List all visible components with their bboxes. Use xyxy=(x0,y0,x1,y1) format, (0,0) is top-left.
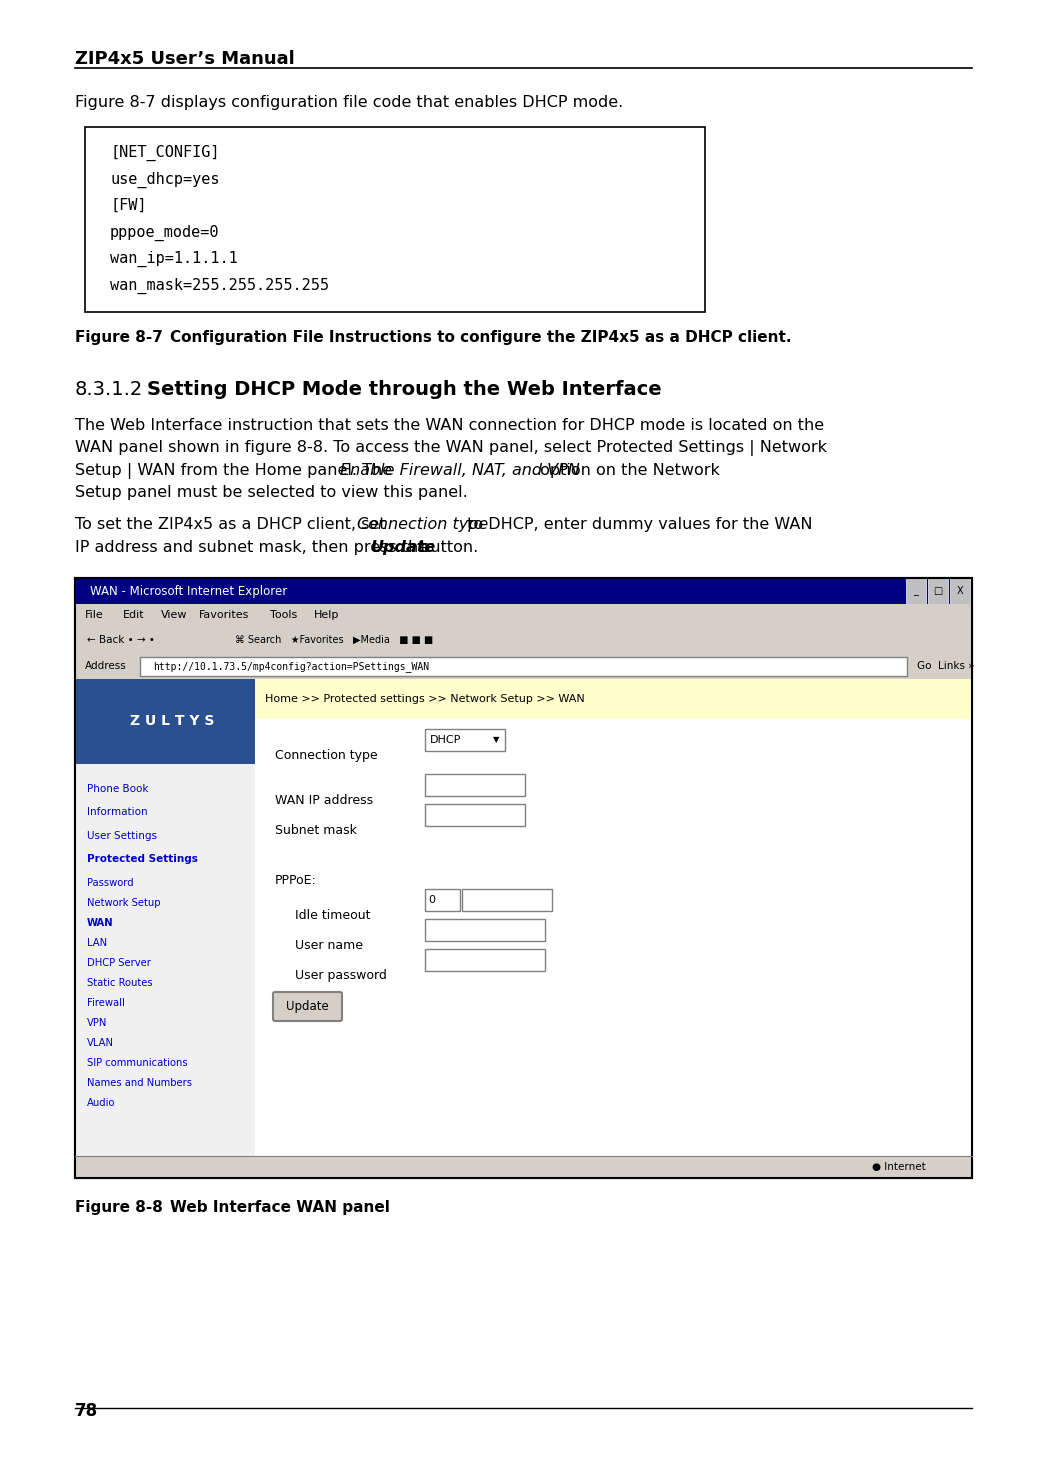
Text: DHCP: DHCP xyxy=(430,735,462,745)
Bar xyxy=(462,889,552,911)
Bar xyxy=(75,679,255,1177)
Text: button.: button. xyxy=(415,539,478,556)
Text: Edit: Edit xyxy=(122,610,144,620)
Text: pppoe_mode=0: pppoe_mode=0 xyxy=(110,225,220,241)
Text: wan_mask=255.255.255.255: wan_mask=255.255.255.255 xyxy=(110,278,329,294)
Bar xyxy=(75,679,255,764)
Text: Figure 8-7 displays configuration file code that enables DHCP mode.: Figure 8-7 displays configuration file c… xyxy=(75,96,623,110)
Text: Favorites: Favorites xyxy=(199,610,249,620)
Text: Subnet mask: Subnet mask xyxy=(275,825,357,836)
Bar xyxy=(75,626,972,654)
Text: Names and Numbers: Names and Numbers xyxy=(87,1078,192,1088)
Text: Setup | WAN from the Home panel. The: Setup | WAN from the Home panel. The xyxy=(75,463,397,479)
Text: Audio: Audio xyxy=(87,1098,115,1108)
Text: Figure 8-8: Figure 8-8 xyxy=(75,1200,163,1216)
Text: VPN: VPN xyxy=(87,1017,108,1028)
Bar xyxy=(75,679,972,1177)
Text: Connection type: Connection type xyxy=(357,517,488,532)
Text: http://10.1.73.5/mp4config?action=PSettings_WAN: http://10.1.73.5/mp4config?action=PSetti… xyxy=(153,662,429,672)
Text: File: File xyxy=(85,610,104,620)
Bar xyxy=(75,1155,972,1177)
Text: Protected Settings: Protected Settings xyxy=(87,854,198,864)
Bar xyxy=(255,679,972,719)
FancyBboxPatch shape xyxy=(273,992,342,1022)
Text: WAN: WAN xyxy=(87,917,114,928)
Text: The Web Interface instruction that sets the WAN connection for DHCP mode is loca: The Web Interface instruction that sets … xyxy=(75,417,824,434)
Bar xyxy=(906,578,926,604)
Text: IP address and subnet mask, then press the: IP address and subnet mask, then press t… xyxy=(75,539,433,556)
Text: VLAN: VLAN xyxy=(87,1038,114,1048)
Text: 78: 78 xyxy=(75,1402,98,1420)
Text: Idle timeout: Idle timeout xyxy=(295,908,371,922)
Text: [FW]: [FW] xyxy=(110,198,147,213)
Text: Setup panel must be selected to view this panel.: Setup panel must be selected to view thi… xyxy=(75,485,468,500)
Text: Update: Update xyxy=(286,1000,329,1013)
Text: ← Back • → •: ← Back • → • xyxy=(87,635,155,645)
Bar xyxy=(425,889,460,911)
Text: ● Internet: ● Internet xyxy=(872,1161,926,1172)
Bar xyxy=(950,578,970,604)
Text: Firewall: Firewall xyxy=(87,998,125,1008)
Text: WAN IP address: WAN IP address xyxy=(275,794,373,807)
Text: Phone Book: Phone Book xyxy=(87,784,149,794)
Text: □: □ xyxy=(933,587,942,595)
Bar xyxy=(928,578,948,604)
Text: [NET_CONFIG]: [NET_CONFIG] xyxy=(110,146,220,162)
Bar xyxy=(75,578,972,1177)
Bar xyxy=(85,126,705,312)
Text: Password: Password xyxy=(87,878,134,888)
Text: SIP communications: SIP communications xyxy=(87,1058,187,1067)
Text: wan_ip=1.1.1.1: wan_ip=1.1.1.1 xyxy=(110,251,238,268)
Text: use_dhcp=yes: use_dhcp=yes xyxy=(110,172,220,188)
Text: Enable Firewall, NAT, and VPN: Enable Firewall, NAT, and VPN xyxy=(340,463,580,478)
Text: _: _ xyxy=(914,587,918,595)
Text: Information: Information xyxy=(87,807,148,817)
Text: X: X xyxy=(957,587,963,595)
Text: Setting DHCP Mode through the Web Interface: Setting DHCP Mode through the Web Interf… xyxy=(147,381,662,398)
Text: Network Setup: Network Setup xyxy=(87,898,160,908)
Text: Connection type: Connection type xyxy=(275,750,378,761)
Bar xyxy=(425,919,545,941)
Text: User password: User password xyxy=(295,969,387,982)
Bar xyxy=(75,604,972,626)
Bar xyxy=(75,578,972,604)
Text: Update: Update xyxy=(371,539,437,556)
Text: WAN panel shown in figure 8-8. To access the WAN panel, select Protected Setting: WAN panel shown in figure 8-8. To access… xyxy=(75,441,827,457)
Text: 8.3.1.2: 8.3.1.2 xyxy=(75,381,143,398)
Text: LAN: LAN xyxy=(87,938,107,948)
Text: Figure 8-7: Figure 8-7 xyxy=(75,329,163,345)
Text: Go  Links »: Go Links » xyxy=(917,662,975,672)
Bar xyxy=(425,804,525,826)
Text: View: View xyxy=(161,610,187,620)
Text: PPPoE:: PPPoE: xyxy=(275,875,317,886)
Bar xyxy=(140,657,907,676)
Text: ⌘ Search   ★Favorites   ▶Media   ■ ■ ■: ⌘ Search ★Favorites ▶Media ■ ■ ■ xyxy=(235,635,433,645)
Text: User name: User name xyxy=(295,939,363,953)
Text: ▼: ▼ xyxy=(493,735,499,744)
Text: Help: Help xyxy=(314,610,339,620)
Bar xyxy=(425,729,505,751)
Text: option on the Network: option on the Network xyxy=(535,463,720,478)
Text: Static Routes: Static Routes xyxy=(87,978,153,988)
Text: ZIP4x5 User’s Manual: ZIP4x5 User’s Manual xyxy=(75,50,295,68)
Bar xyxy=(425,950,545,972)
Text: Configuration File Instructions to configure the ZIP4x5 as a DHCP client.: Configuration File Instructions to confi… xyxy=(170,329,792,345)
Text: to DHCP, enter dummy values for the WAN: to DHCP, enter dummy values for the WAN xyxy=(462,517,812,532)
Text: To set the ZIP4x5 as a DHCP client, set: To set the ZIP4x5 as a DHCP client, set xyxy=(75,517,391,532)
Bar xyxy=(425,775,525,795)
Text: Web Interface WAN panel: Web Interface WAN panel xyxy=(170,1200,389,1216)
Text: Address: Address xyxy=(85,662,127,672)
Text: Tools: Tools xyxy=(269,610,296,620)
Bar xyxy=(75,654,972,679)
Text: DHCP Server: DHCP Server xyxy=(87,958,151,967)
Text: User Settings: User Settings xyxy=(87,831,157,841)
Text: Home >> Protected settings >> Network Setup >> WAN: Home >> Protected settings >> Network Se… xyxy=(265,694,585,704)
Bar xyxy=(75,578,972,1177)
Text: 0: 0 xyxy=(428,895,435,906)
Text: WAN - Microsoft Internet Explorer: WAN - Microsoft Internet Explorer xyxy=(90,585,287,597)
Text: Z U L T Y S: Z U L T Y S xyxy=(130,714,215,728)
